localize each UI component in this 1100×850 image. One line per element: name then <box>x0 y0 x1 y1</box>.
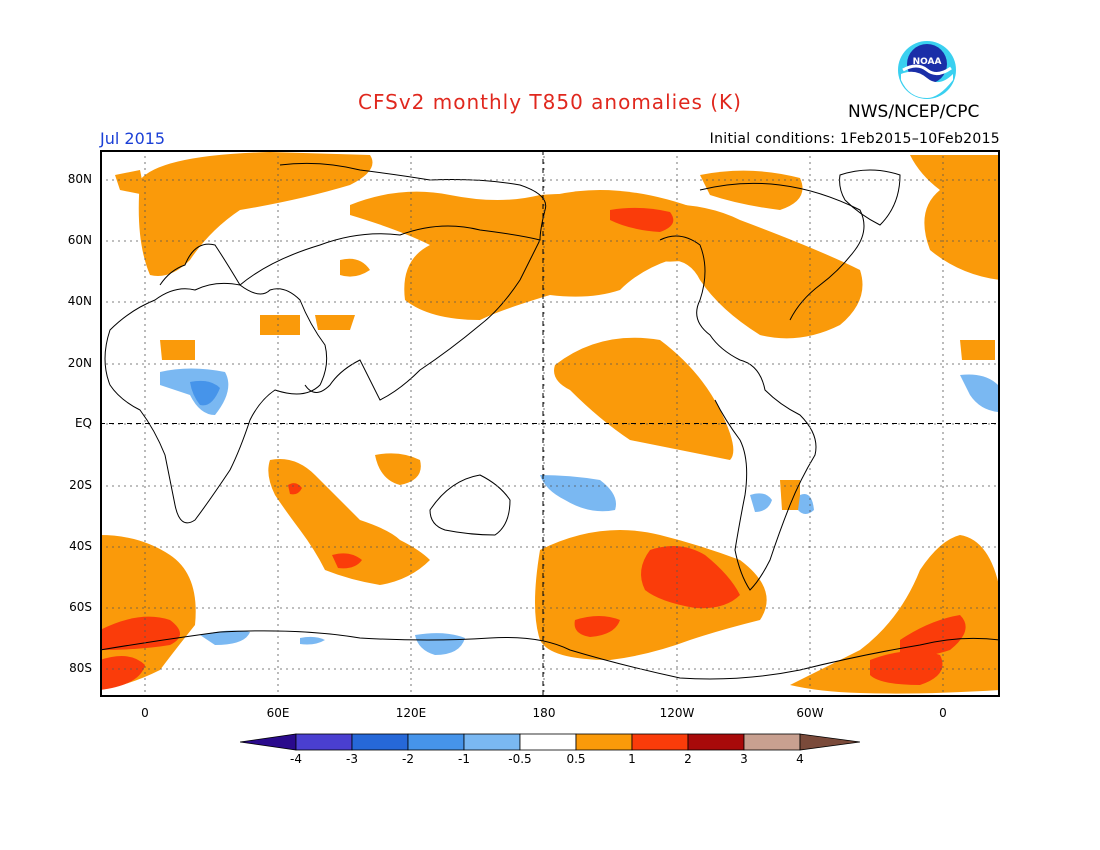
lat-label: 40S <box>69 539 92 553</box>
colorbar-label: 3 <box>740 752 748 766</box>
lon-label: 60W <box>796 706 824 720</box>
colorbar-segment <box>519 733 577 751</box>
strong-anomaly-regions <box>100 207 966 690</box>
lon-label: 120W <box>659 706 695 720</box>
colorbar-arrow-low <box>240 733 297 751</box>
lat-label: 20S <box>69 478 92 492</box>
colorbar-label: -2 <box>402 752 414 766</box>
colorbar-segment <box>407 733 465 751</box>
colorbar <box>240 733 860 751</box>
lon-label: 180 <box>532 706 556 720</box>
anomaly-map <box>100 150 1000 697</box>
valid-period-label: Jul 2015 <box>100 129 166 148</box>
colorbar-label: -3 <box>346 752 358 766</box>
initial-conditions-label: Initial conditions: 1Feb2015–10Feb2015 <box>709 131 1000 147</box>
lat-label: 60S <box>69 600 92 614</box>
map-title: CFSv2 monthly T850 anomalies (K) <box>358 90 742 114</box>
colorbar-segment <box>295 733 353 751</box>
map-gridlines <box>100 150 1000 697</box>
colorbar-segment <box>687 733 745 751</box>
lat-label: 60N <box>67 233 92 247</box>
lon-label: 0 <box>939 706 947 720</box>
colorbar-label: -1 <box>458 752 470 766</box>
lat-label: 20N <box>67 356 92 370</box>
colorbar-segment <box>575 733 633 751</box>
lat-label: 80N <box>67 172 92 186</box>
map-frame <box>100 150 1000 697</box>
colorbar-label: -0.5 <box>508 752 532 766</box>
colorbar-segment <box>351 733 409 751</box>
logo-text: NOAA <box>913 57 942 67</box>
colorbar-arrow-high <box>799 733 860 751</box>
colorbar-label: 1 <box>628 752 636 766</box>
colorbar-label: 0.5 <box>566 752 586 766</box>
colorbar-label: 4 <box>796 752 804 766</box>
lon-label: 60E <box>266 706 290 720</box>
lat-label: 80S <box>69 661 92 675</box>
organization-label: NWS/NCEP/CPC <box>848 102 980 122</box>
noaa-logo: NOAA <box>898 41 956 99</box>
coastlines <box>100 162 1000 680</box>
lat-label: 40N <box>67 294 92 308</box>
colorbar-segment <box>743 733 801 751</box>
lat-label: EQ <box>74 416 92 430</box>
lon-label: 120E <box>395 706 427 720</box>
colorbar-segment <box>463 733 521 751</box>
lon-label: 0 <box>141 706 149 720</box>
colorbar-segment <box>631 733 689 751</box>
colorbar-label: -4 <box>290 752 302 766</box>
colorbar-label: 2 <box>684 752 692 766</box>
